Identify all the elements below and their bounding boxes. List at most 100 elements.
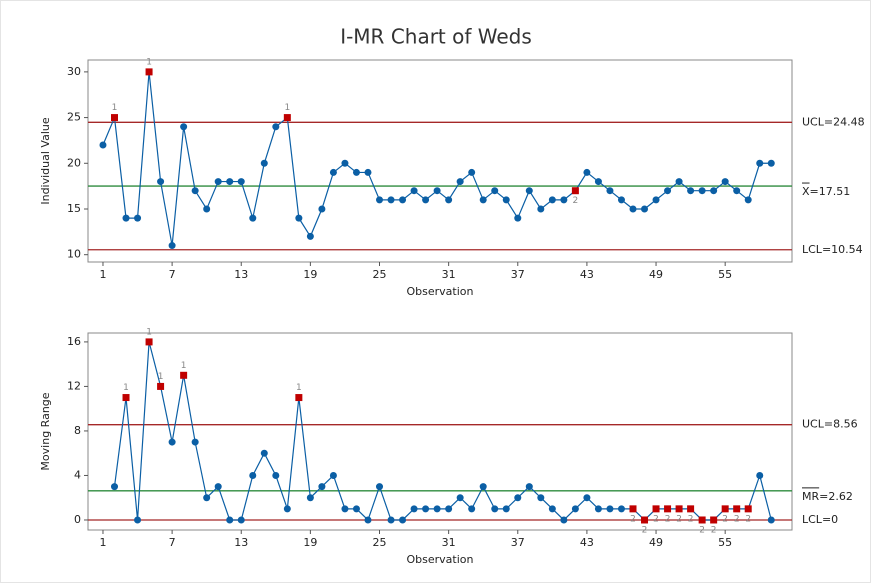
point xyxy=(168,242,176,250)
flagged-point xyxy=(145,68,153,76)
flag-label: 1 xyxy=(123,383,129,393)
y-tick-label: 30 xyxy=(67,65,81,78)
point xyxy=(214,178,222,186)
point xyxy=(456,178,464,186)
point xyxy=(571,505,579,513)
x-tick-label: 7 xyxy=(169,268,176,281)
x-tick-label: 37 xyxy=(511,268,525,281)
point xyxy=(376,483,384,491)
point xyxy=(664,187,672,195)
flag-label: 2 xyxy=(722,514,728,524)
point xyxy=(583,494,591,502)
point xyxy=(283,505,291,513)
flag-label: 1 xyxy=(146,57,152,67)
x-axis-label: Observation xyxy=(407,553,474,566)
point xyxy=(422,196,430,204)
y-axis-label: Moving Range xyxy=(39,392,52,470)
x-tick-label: 37 xyxy=(511,536,525,549)
point xyxy=(721,178,729,186)
control-limit-label: X=17.51 xyxy=(802,185,850,198)
point xyxy=(341,505,349,513)
y-axis-label: Individual Value xyxy=(39,117,52,205)
point xyxy=(468,168,476,176)
x-tick-label: 31 xyxy=(442,536,456,549)
point xyxy=(249,471,257,479)
point xyxy=(168,438,176,446)
flagged-point xyxy=(295,394,303,402)
flagged-point xyxy=(111,114,119,122)
point xyxy=(352,168,360,176)
control-limit-label: UCL=8.56 xyxy=(802,418,858,431)
flag-label: 2 xyxy=(676,514,682,524)
point xyxy=(318,483,326,491)
point xyxy=(641,205,649,213)
x-tick-label: 25 xyxy=(373,268,387,281)
point xyxy=(352,505,360,513)
flag-label: 2 xyxy=(573,196,579,206)
point xyxy=(687,187,695,195)
flagged-point xyxy=(664,505,672,513)
control-limit-label: LCL=10.54 xyxy=(802,243,863,256)
y-tick-label: 0 xyxy=(74,513,81,526)
point xyxy=(272,471,280,479)
flag-label: 1 xyxy=(181,361,187,371)
y-tick-label: 20 xyxy=(67,156,81,169)
flagged-point xyxy=(687,505,695,513)
point xyxy=(376,196,384,204)
point xyxy=(537,205,545,213)
point xyxy=(560,516,568,524)
point xyxy=(445,505,453,513)
point xyxy=(341,159,349,167)
point xyxy=(260,159,268,167)
flag-label: 1 xyxy=(158,372,164,382)
point xyxy=(99,141,107,149)
point xyxy=(445,196,453,204)
point xyxy=(422,505,430,513)
point xyxy=(502,505,510,513)
point xyxy=(629,205,637,213)
flagged-point xyxy=(675,505,683,513)
flag-label: 2 xyxy=(630,514,636,524)
flag-label: 2 xyxy=(642,525,648,535)
x-axis-label: Observation xyxy=(407,285,474,298)
point xyxy=(491,505,499,513)
point xyxy=(203,494,211,502)
point xyxy=(226,516,234,524)
point xyxy=(456,494,464,502)
point xyxy=(756,471,764,479)
flag-label: 2 xyxy=(711,525,717,535)
flagged-point xyxy=(157,382,165,390)
point xyxy=(652,196,660,204)
point xyxy=(134,516,142,524)
point xyxy=(583,168,591,176)
y-tick-label: 4 xyxy=(74,468,81,481)
point xyxy=(399,516,407,524)
point xyxy=(134,214,142,222)
point xyxy=(410,505,418,513)
point xyxy=(191,438,199,446)
flag-label: 1 xyxy=(112,103,118,113)
point xyxy=(514,214,522,222)
flagged-point xyxy=(744,505,752,513)
flag-label: 1 xyxy=(284,103,290,113)
point xyxy=(237,178,245,186)
flagged-point xyxy=(571,187,579,195)
point xyxy=(410,187,418,195)
point xyxy=(617,196,625,204)
data-line xyxy=(113,341,772,522)
point xyxy=(157,178,165,186)
point xyxy=(433,505,441,513)
x-tick-label: 13 xyxy=(234,268,248,281)
point xyxy=(180,123,188,131)
point xyxy=(525,187,533,195)
flag-label: 2 xyxy=(745,514,751,524)
flagged-point xyxy=(629,505,637,513)
x-tick-label: 1 xyxy=(99,536,106,549)
flagged-point xyxy=(641,516,649,524)
y-tick-label: 8 xyxy=(74,424,81,437)
x-tick-label: 13 xyxy=(234,536,248,549)
x-tick-label: 49 xyxy=(649,268,663,281)
flag-label: 2 xyxy=(699,525,705,535)
point xyxy=(548,505,556,513)
